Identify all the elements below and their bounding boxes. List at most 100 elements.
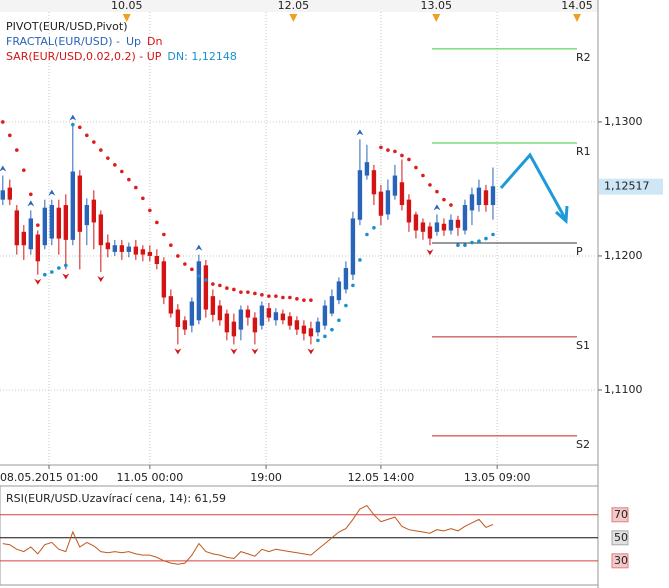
- fractal-down: [251, 348, 259, 355]
- candle-body: [455, 219, 461, 228]
- candle-body: [126, 246, 132, 252]
- sar-dot: [15, 148, 19, 152]
- sar-dot: [491, 232, 495, 237]
- sar-dot: [323, 334, 327, 339]
- sar-dot: [386, 148, 390, 152]
- sar-dot: [113, 163, 117, 167]
- sar-dot: [50, 270, 54, 274]
- level-box: [611, 553, 629, 569]
- legend-entry: SAR(EUR/USD,0.02,0.2) - UP DN: 1,12148: [6, 50, 237, 63]
- pivot-label: S2: [576, 438, 590, 451]
- candle-body: [105, 242, 111, 250]
- sar-dot: [260, 293, 264, 297]
- sar-dot: [365, 232, 369, 237]
- candle-body: [168, 296, 174, 314]
- sar-dot: [183, 262, 187, 266]
- sar-dot: [155, 220, 159, 225]
- sar-dot: [302, 298, 306, 302]
- sar-dot: [8, 133, 12, 138]
- sar-dot: [71, 122, 75, 127]
- candle-body: [315, 321, 321, 333]
- sar-dot: [22, 168, 26, 172]
- candle-body: [413, 214, 419, 231]
- sar-dot: [57, 266, 61, 270]
- pivot-label: R1: [576, 145, 591, 158]
- candle-body: [245, 309, 251, 318]
- x-tick-label: 11.05 00:00: [117, 471, 184, 484]
- candle-body: [378, 191, 384, 216]
- candle-body: [399, 182, 405, 206]
- legend-text: SAR(EUR/USD,0.02,0.2) - UP: [6, 50, 162, 63]
- pivot-label: R2: [576, 51, 591, 64]
- fractal-down: [307, 348, 315, 355]
- candle-body: [63, 205, 69, 240]
- sar-dot: [393, 149, 397, 154]
- sar-dot: [463, 243, 467, 248]
- sar-dot: [148, 208, 152, 213]
- candle-body: [70, 171, 76, 240]
- sar-dot: [225, 286, 229, 290]
- sar-dot: [218, 283, 222, 288]
- candle-body: [336, 281, 342, 301]
- x-tick-label: 13.05 09:00: [464, 471, 531, 484]
- level-box: [611, 507, 629, 523]
- sar-dot: [470, 240, 474, 245]
- candle-body: [259, 305, 265, 326]
- sar-dot: [428, 183, 432, 187]
- candle-body: [182, 320, 188, 330]
- candle-body: [56, 207, 62, 239]
- sar-dot: [162, 232, 166, 237]
- top-tick-label: 10.05: [111, 0, 143, 12]
- sar-dot: [358, 258, 362, 262]
- candle-body: [49, 205, 55, 239]
- candle-body: [133, 246, 139, 255]
- candle-body: [434, 222, 440, 232]
- sar-dot: [239, 290, 243, 294]
- candle-body: [217, 305, 223, 321]
- fractal-up: [0, 165, 7, 172]
- top-tick-marker: [432, 14, 441, 22]
- top-tick-label: 13.05: [420, 0, 452, 12]
- y-tick-label: 50: [614, 531, 628, 544]
- candle-body: [77, 175, 83, 232]
- legend-text: Dn: [147, 35, 162, 48]
- candle-body: [28, 218, 34, 250]
- candle-body: [196, 261, 202, 321]
- sar-dot: [344, 303, 348, 308]
- y-tick-label: 1,1300: [604, 115, 643, 128]
- legend-text: DN: 1,12148: [167, 50, 236, 63]
- sar-dot: [351, 283, 355, 288]
- candle-body: [280, 313, 286, 321]
- sar-dot: [309, 298, 313, 302]
- pivot-label: S1: [576, 339, 590, 352]
- fractal-up: [195, 244, 203, 251]
- legend-text: PIVOT(EUR/USD,Pivot): [6, 20, 128, 33]
- sar-dot: [449, 203, 453, 207]
- forecast-arrow-head: [554, 205, 569, 225]
- sar-dot: [92, 140, 96, 144]
- candle-body: [350, 218, 356, 275]
- candle-body: [14, 210, 20, 246]
- sar-dot: [43, 272, 47, 277]
- candle-body: [441, 223, 447, 231]
- last-price-box: [599, 178, 663, 195]
- candle-body: [161, 261, 167, 298]
- pivot-label: P: [576, 245, 583, 258]
- fractal-up: [433, 204, 441, 211]
- candle-body: [0, 190, 6, 200]
- fractal-up: [356, 129, 364, 136]
- candle-body: [329, 296, 335, 314]
- legend-entry: FRACTAL(EUR/USD) - Up Dn: [6, 35, 162, 48]
- candle-body: [476, 187, 482, 206]
- rsi-line: [2, 504, 494, 565]
- fractal-down: [230, 348, 238, 355]
- candle-body: [462, 205, 468, 231]
- candle-body: [448, 219, 454, 231]
- sar-dot: [169, 243, 173, 248]
- candle-body: [154, 255, 160, 264]
- sar-dot: [477, 239, 481, 244]
- candle-body: [294, 320, 300, 330]
- candle-body: [469, 194, 475, 211]
- sar-dot: [211, 282, 215, 286]
